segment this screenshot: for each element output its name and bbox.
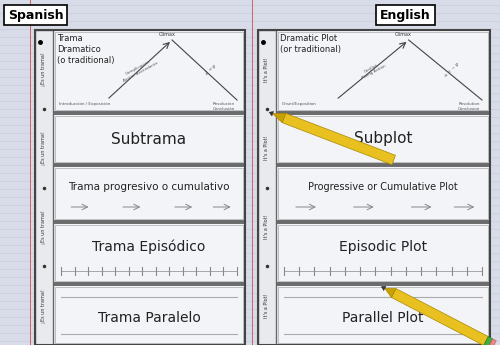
Polygon shape — [273, 113, 286, 123]
Bar — [278, 287, 488, 343]
Bar — [276, 223, 490, 283]
Text: Dramatic Plot
(or traditional): Dramatic Plot (or traditional) — [280, 34, 341, 54]
Text: Conflict
Rising Action: Conflict Rising Action — [358, 60, 386, 80]
Text: Resolución
Conclusión: Resolución Conclusión — [212, 102, 235, 111]
Text: Trama Paralelo: Trama Paralelo — [98, 311, 200, 325]
Text: Trama
Dramatico
(o traditional): Trama Dramatico (o traditional) — [57, 34, 114, 65]
Bar — [276, 166, 490, 221]
Text: Introducción / Exposición: Introducción / Exposición — [59, 102, 110, 106]
Text: It's a Plot!: It's a Plot! — [264, 215, 270, 239]
Text: English: English — [380, 9, 431, 21]
Bar — [53, 30, 245, 112]
Bar — [278, 116, 488, 162]
Text: Episodic Plot: Episodic Plot — [339, 240, 427, 254]
Bar — [278, 32, 488, 110]
Text: ¡Es un trama!: ¡Es un trama! — [42, 52, 46, 86]
Polygon shape — [282, 113, 396, 165]
Bar — [276, 114, 490, 164]
Polygon shape — [484, 337, 492, 345]
Bar — [53, 166, 245, 221]
Bar — [258, 30, 490, 345]
Text: It's a Plot!: It's a Plot! — [264, 57, 270, 82]
Text: ¡Es un trama!: ¡Es un trama! — [42, 289, 46, 323]
Bar — [278, 168, 488, 219]
Bar — [55, 116, 243, 162]
Text: Complicación
Acción Ascendente: Complicación Acción Ascendente — [120, 57, 158, 83]
Text: Fa
lli
ng: Fa lli ng — [203, 64, 216, 76]
Text: Subplot: Subplot — [354, 131, 412, 147]
Bar — [55, 225, 243, 281]
Text: Resolution
Conclusion: Resolution Conclusion — [458, 102, 480, 111]
Bar — [35, 30, 245, 345]
Text: Progressive or Cumulative Plot: Progressive or Cumulative Plot — [308, 182, 458, 192]
Bar — [55, 287, 243, 343]
Polygon shape — [392, 288, 488, 345]
Bar — [53, 223, 245, 283]
Text: Parallel Plot: Parallel Plot — [342, 311, 424, 325]
Polygon shape — [385, 288, 396, 297]
Bar — [53, 114, 245, 164]
Text: Trama Episódico: Trama Episódico — [92, 240, 206, 254]
Text: Climax: Climax — [158, 32, 176, 37]
Text: ¡Es un trama!: ¡Es un trama! — [42, 210, 46, 244]
Bar — [258, 30, 276, 345]
Text: It's a Plot!: It's a Plot! — [264, 136, 270, 160]
Text: Fa
ll
in
g: Fa ll in g — [442, 62, 458, 77]
Text: It's a Plot!: It's a Plot! — [264, 293, 270, 318]
Bar — [35, 30, 53, 345]
Text: Climax: Climax — [395, 32, 412, 37]
Bar — [278, 225, 488, 281]
Text: Subtrama: Subtrama — [112, 131, 186, 147]
Text: Onset/Exposition: Onset/Exposition — [282, 102, 317, 106]
Text: ¡Es un trama!: ¡Es un trama! — [42, 131, 46, 165]
Polygon shape — [269, 111, 274, 116]
Polygon shape — [382, 286, 386, 290]
Bar — [276, 30, 490, 112]
Polygon shape — [488, 339, 496, 345]
Bar — [55, 168, 243, 219]
Text: Trama progresivo o cumulativo: Trama progresivo o cumulativo — [68, 182, 230, 192]
Bar — [53, 285, 245, 345]
Text: Spanish: Spanish — [8, 9, 64, 21]
Bar — [55, 32, 243, 110]
Bar — [276, 285, 490, 345]
